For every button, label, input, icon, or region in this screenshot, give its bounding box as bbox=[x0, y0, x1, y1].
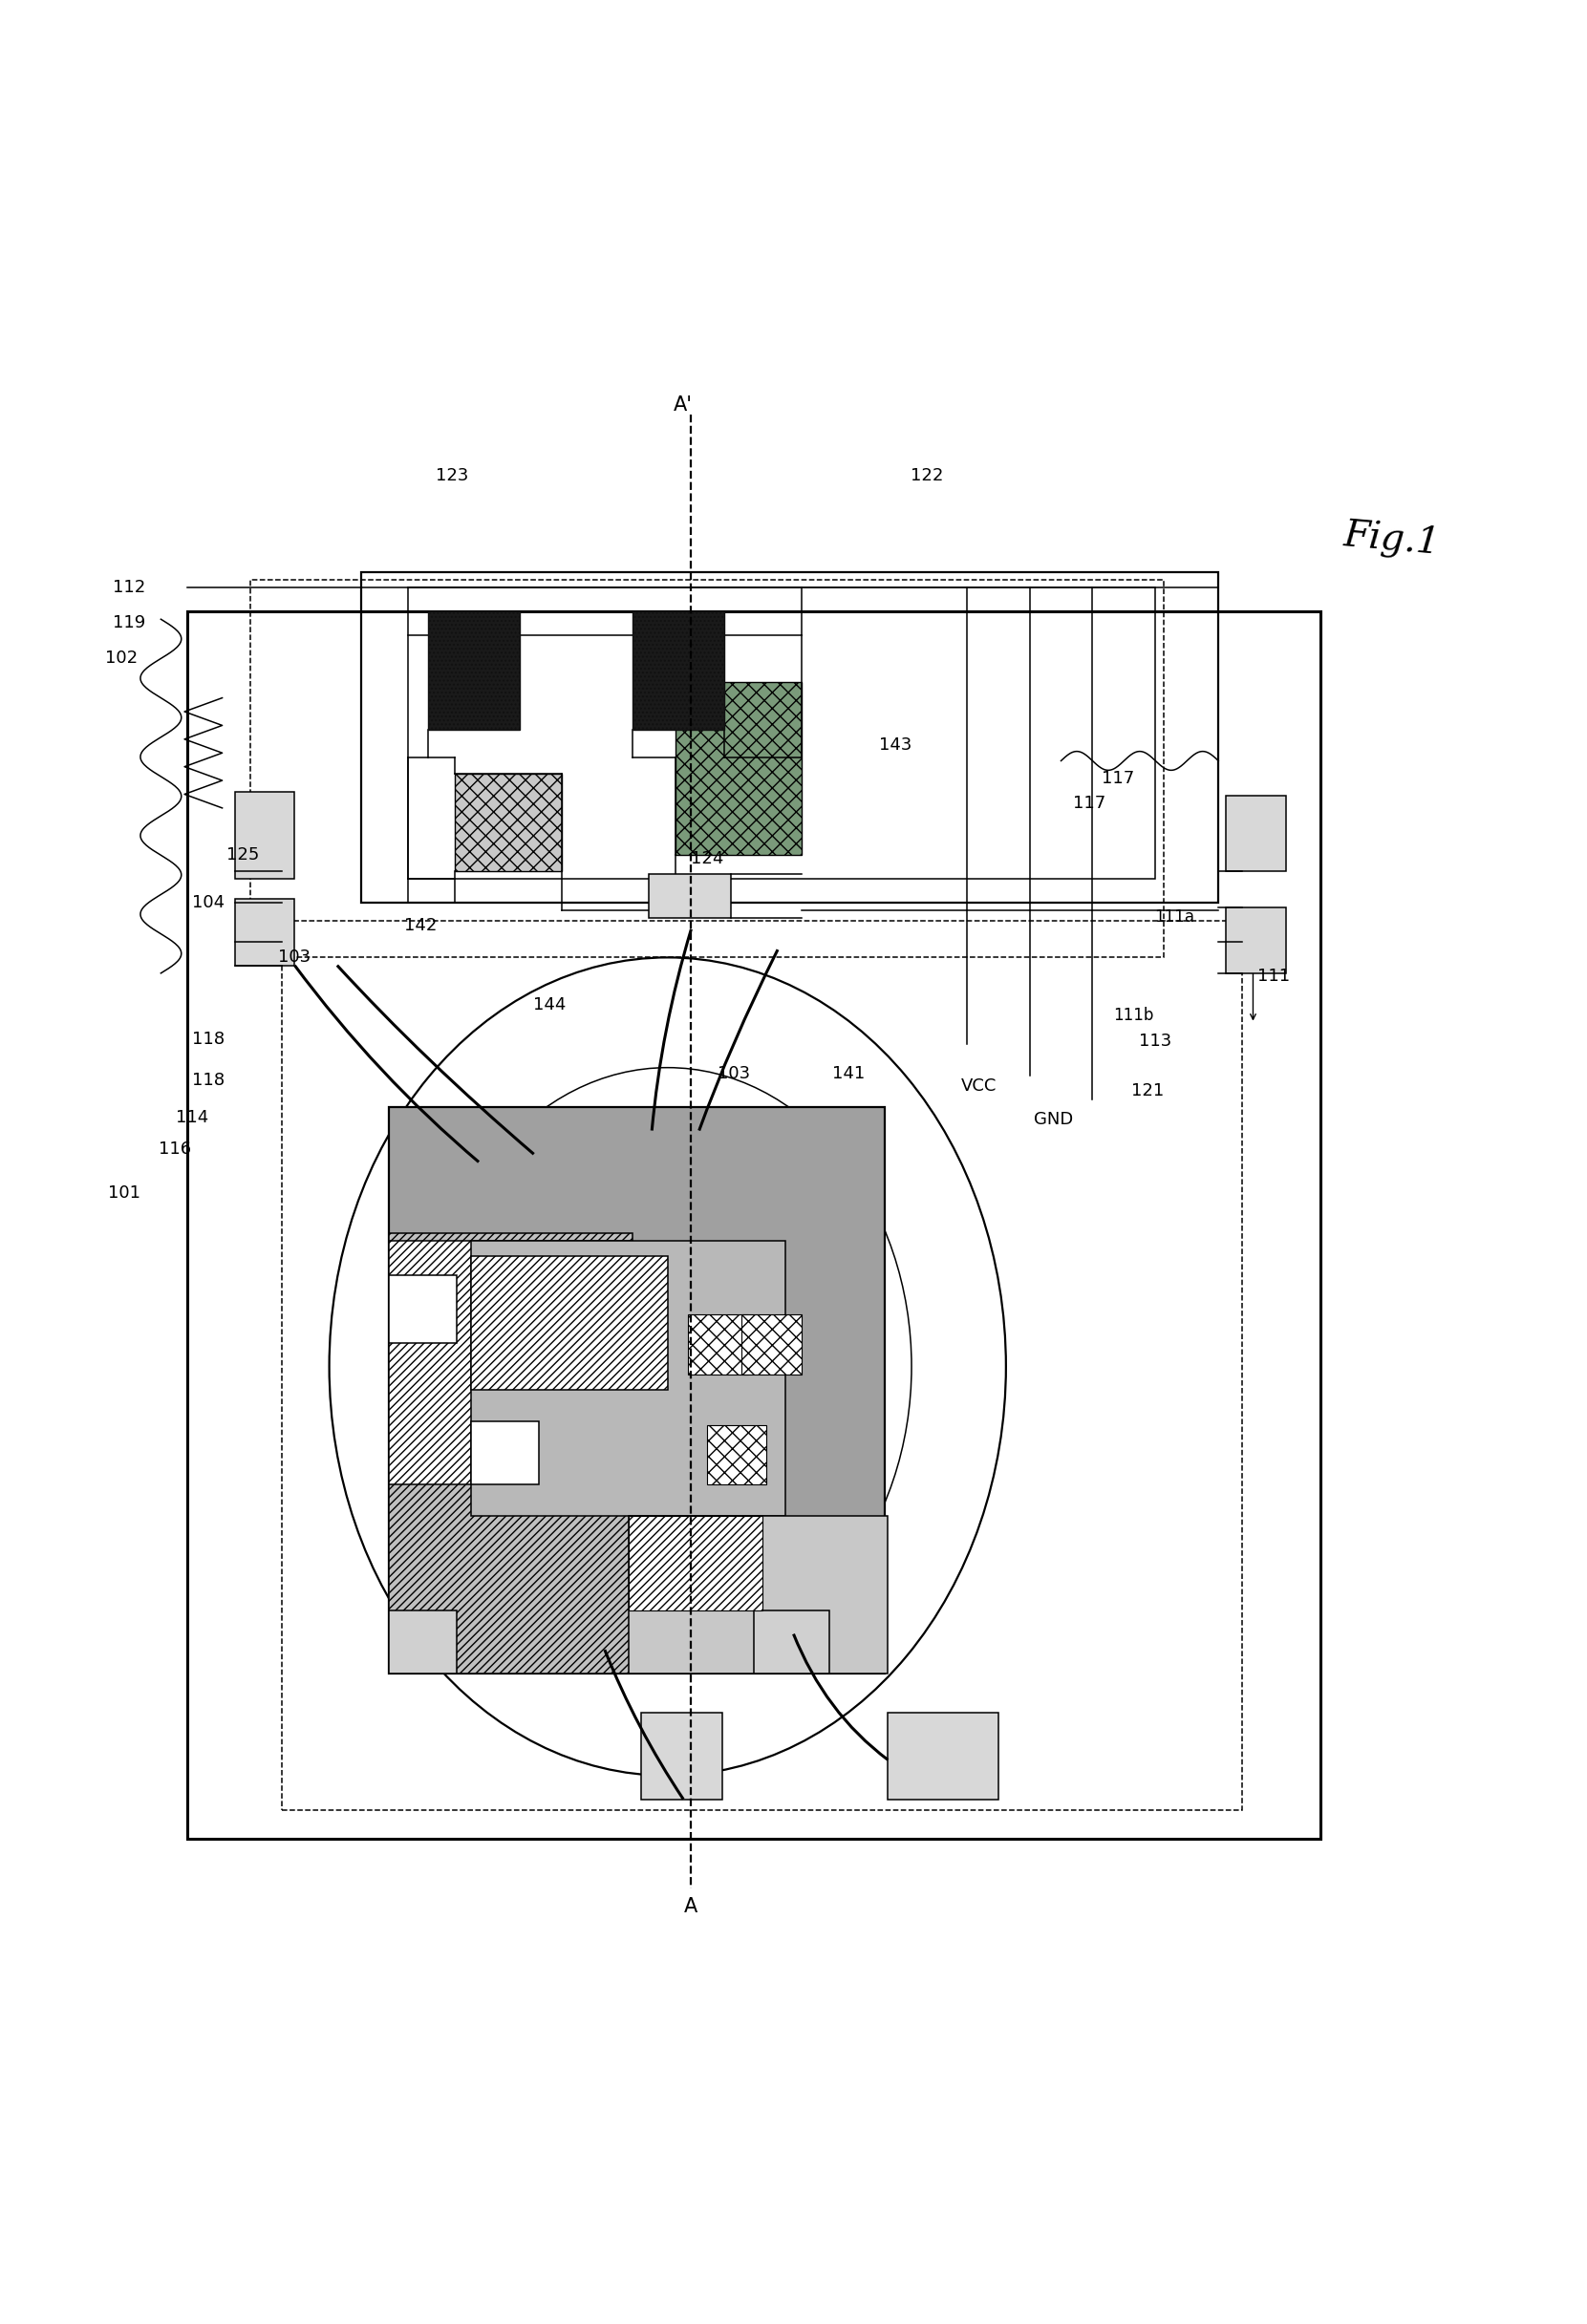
FancyBboxPatch shape bbox=[389, 1241, 633, 1485]
FancyBboxPatch shape bbox=[741, 1315, 801, 1373]
FancyBboxPatch shape bbox=[689, 1315, 747, 1373]
FancyBboxPatch shape bbox=[389, 1232, 633, 1673]
Text: 112: 112 bbox=[113, 579, 146, 597]
Text: Fig.1: Fig.1 bbox=[1341, 518, 1441, 562]
Text: 123: 123 bbox=[435, 467, 468, 486]
FancyBboxPatch shape bbox=[641, 1713, 722, 1799]
FancyBboxPatch shape bbox=[633, 611, 724, 730]
Text: A': A' bbox=[674, 395, 694, 414]
FancyBboxPatch shape bbox=[187, 611, 1320, 1838]
Text: 118: 118 bbox=[192, 1030, 224, 1048]
Text: 125: 125 bbox=[227, 846, 259, 865]
Text: 102: 102 bbox=[105, 651, 138, 667]
Text: 116: 116 bbox=[159, 1141, 192, 1157]
FancyBboxPatch shape bbox=[1227, 795, 1285, 872]
FancyBboxPatch shape bbox=[471, 1422, 538, 1485]
Text: 118: 118 bbox=[192, 1071, 224, 1088]
Text: GND: GND bbox=[1033, 1111, 1073, 1127]
FancyBboxPatch shape bbox=[1227, 906, 1285, 974]
FancyBboxPatch shape bbox=[649, 874, 730, 918]
Text: 117: 117 bbox=[1101, 769, 1135, 788]
Text: 113: 113 bbox=[1139, 1032, 1171, 1050]
FancyBboxPatch shape bbox=[676, 683, 801, 855]
Text: 104: 104 bbox=[192, 895, 224, 911]
Text: 141: 141 bbox=[832, 1064, 865, 1083]
FancyBboxPatch shape bbox=[389, 1611, 457, 1673]
Text: 119: 119 bbox=[113, 614, 146, 630]
Text: 121: 121 bbox=[1132, 1083, 1163, 1099]
Text: 142: 142 bbox=[405, 918, 436, 934]
FancyBboxPatch shape bbox=[471, 1241, 786, 1515]
Text: 144: 144 bbox=[533, 997, 567, 1013]
FancyBboxPatch shape bbox=[706, 1425, 767, 1485]
FancyBboxPatch shape bbox=[628, 1515, 887, 1673]
FancyBboxPatch shape bbox=[628, 1515, 762, 1611]
FancyBboxPatch shape bbox=[754, 1611, 830, 1673]
FancyBboxPatch shape bbox=[455, 774, 562, 872]
Text: 117: 117 bbox=[1073, 795, 1106, 811]
FancyBboxPatch shape bbox=[389, 1106, 886, 1673]
Text: 101: 101 bbox=[108, 1185, 141, 1202]
Text: VCC: VCC bbox=[962, 1078, 997, 1095]
Text: 143: 143 bbox=[879, 737, 913, 753]
Text: 103: 103 bbox=[278, 948, 311, 967]
Text: 111b: 111b bbox=[1112, 1006, 1154, 1025]
Text: 124: 124 bbox=[690, 851, 724, 867]
Text: 111a: 111a bbox=[1154, 909, 1195, 925]
Text: 103: 103 bbox=[717, 1064, 751, 1083]
FancyBboxPatch shape bbox=[887, 1713, 998, 1799]
Text: A: A bbox=[684, 1896, 698, 1915]
FancyBboxPatch shape bbox=[471, 1257, 668, 1390]
FancyBboxPatch shape bbox=[389, 1276, 457, 1343]
FancyBboxPatch shape bbox=[235, 792, 295, 878]
FancyBboxPatch shape bbox=[235, 899, 295, 964]
Text: 114: 114 bbox=[176, 1109, 209, 1127]
Text: 111: 111 bbox=[1257, 967, 1290, 985]
Text: 122: 122 bbox=[911, 467, 944, 486]
FancyBboxPatch shape bbox=[428, 611, 519, 730]
